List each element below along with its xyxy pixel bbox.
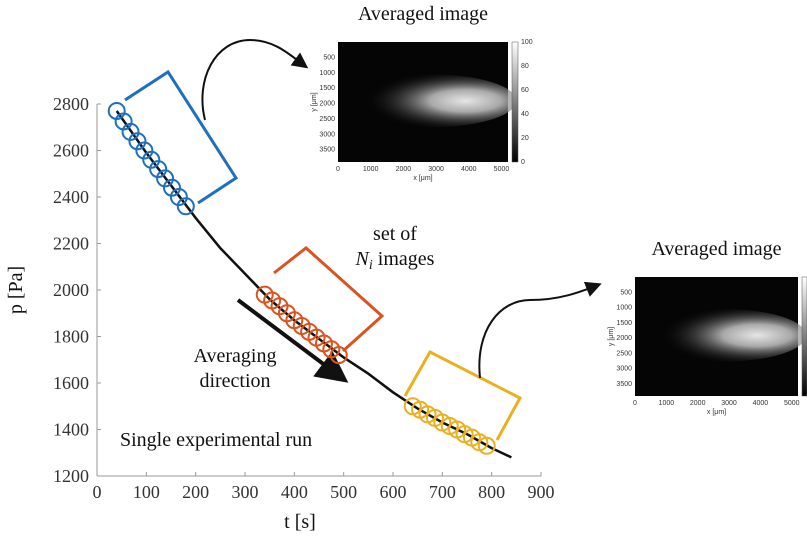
inset-title: Averaged image	[358, 3, 488, 25]
inset-y-label: y [μm]	[311, 92, 318, 111]
annotation: direction	[199, 370, 270, 392]
colorbar-tick: 20	[521, 135, 529, 142]
x-tick-label: 300	[232, 482, 259, 502]
y-tick-label: 1400	[53, 420, 89, 440]
inset-y-tick: 500	[323, 54, 335, 61]
colorbar	[801, 276, 807, 397]
inset-title: Averaged image	[651, 238, 781, 260]
direction-arrow	[236, 298, 349, 383]
inset-y-tick: 3000	[319, 131, 335, 138]
colorbar-tick: 80	[521, 63, 529, 70]
inset-x-tick: 5000	[494, 166, 510, 173]
inset-y-tick: 500	[620, 289, 632, 296]
annotation: set of	[373, 223, 417, 245]
arrow	[201, 38, 309, 121]
y-tick-label: 1600	[53, 373, 89, 393]
inset-y-tick: 2500	[616, 350, 632, 357]
inset-y-tick: 2000	[616, 335, 632, 342]
data-circle	[329, 346, 348, 365]
inset-y-tick: 2500	[319, 116, 335, 123]
colorbar-tick: 40	[521, 111, 529, 118]
inset-y-tick: 1500	[616, 320, 632, 327]
annotation: i	[369, 258, 373, 273]
inset-x-label: x [μm]	[707, 409, 726, 416]
inset-x-tick: 2000	[396, 166, 412, 173]
annotation: Ni images	[355, 248, 435, 273]
x-tick-label: 600	[380, 482, 407, 502]
inset-y-tick: 3500	[319, 147, 335, 154]
bracket	[124, 69, 239, 205]
inset-x-tick: 3000	[428, 166, 444, 173]
bracket	[273, 246, 385, 353]
x-axis-label: t [s]	[284, 511, 316, 533]
x-tick-label: 100	[133, 482, 160, 502]
annotation: N	[355, 248, 371, 270]
y-axis-label: p [Pa]	[5, 266, 27, 314]
inset-x-tick: 2000	[690, 400, 706, 407]
x-tick-label: 500	[330, 482, 357, 502]
y-tick-label: 2800	[53, 94, 89, 114]
arrow	[478, 281, 602, 379]
y-tick-label: 2400	[53, 187, 89, 207]
inset-y-tick: 1000	[319, 70, 335, 77]
inset-x-tick: 4000	[461, 166, 477, 173]
bracket	[403, 350, 523, 441]
inset-y-tick: 1000	[616, 305, 632, 312]
y-tick-label: 2000	[53, 280, 89, 300]
annotation: Single experimental run	[120, 429, 312, 451]
inset-y-label: y [μm]	[608, 327, 615, 346]
x-tick-label: 800	[478, 482, 505, 502]
inset-x-tick: 1000	[659, 400, 675, 407]
y-tick-label: 1800	[53, 327, 89, 347]
inset-x-tick: 1000	[363, 166, 379, 173]
inset-x-tick: 0	[633, 400, 637, 407]
inset-y-tick: 1500	[319, 85, 335, 92]
colorbar-tick: 100	[521, 39, 533, 46]
colorbar	[511, 41, 519, 163]
inset-y-tick: 3500	[616, 381, 632, 388]
x-tick-label: 200	[182, 482, 209, 502]
inset-x-tick: 5000	[784, 400, 800, 407]
inset-x-label: x [μm]	[413, 175, 432, 182]
y-tick-label: 2600	[53, 141, 89, 161]
data-circle	[176, 197, 195, 216]
inset-x-tick: 4000	[753, 400, 769, 407]
x-tick-label: 400	[281, 482, 308, 502]
colorbar-tick: 60	[521, 87, 529, 94]
inset-blob	[643, 309, 807, 362]
x-tick-label: 900	[528, 482, 555, 502]
data-circle	[477, 436, 496, 455]
annotation: images	[373, 248, 435, 270]
inset-blob	[346, 74, 517, 128]
inset-y-tick: 2000	[319, 101, 335, 108]
inset-x-tick: 0	[336, 166, 340, 173]
y-tick-label: 2200	[53, 234, 89, 254]
x-tick-label: 700	[429, 482, 456, 502]
inset-x-tick: 3000	[721, 400, 737, 407]
data-line	[115, 110, 512, 459]
colorbar-tick: 0	[521, 159, 525, 166]
inset-y-tick: 3000	[616, 366, 632, 373]
annotation: Averaging	[194, 345, 277, 367]
y-tick-label: 1200	[53, 466, 89, 486]
x-tick-label: 0	[93, 482, 102, 502]
